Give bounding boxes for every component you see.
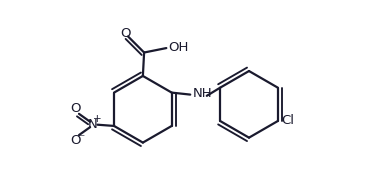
Text: Cl: Cl [281,114,294,127]
Text: N: N [88,118,98,131]
Text: O: O [70,134,80,147]
Text: ⁻: ⁻ [78,132,84,145]
Text: OH: OH [168,41,189,54]
Text: NH: NH [193,87,212,100]
Text: O: O [70,102,80,115]
Text: +: + [93,114,102,124]
Text: O: O [120,26,130,40]
